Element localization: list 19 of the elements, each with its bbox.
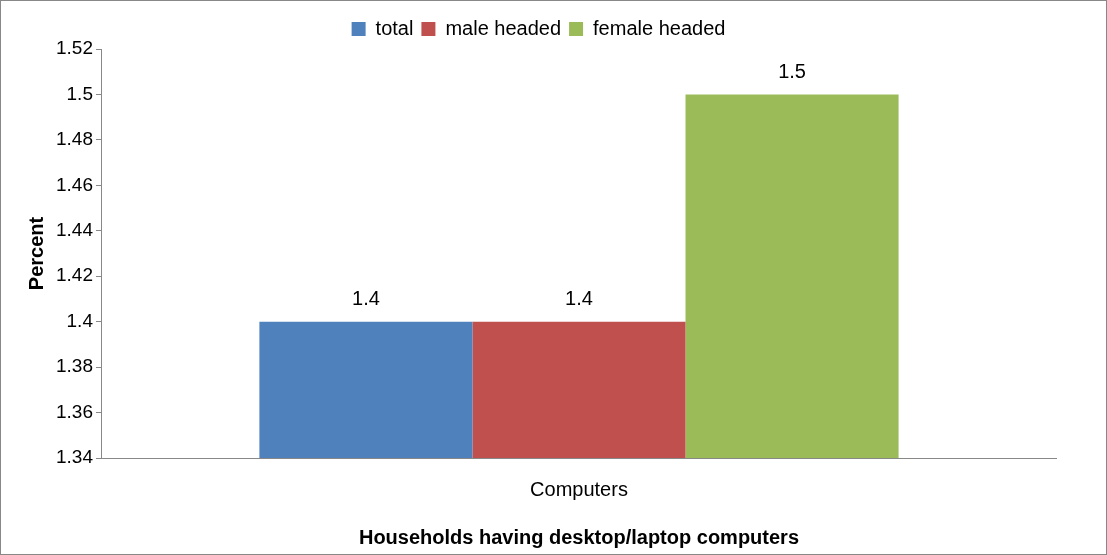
- y-tick-label: 1.46: [56, 173, 93, 195]
- y-tick-label: 1.42: [56, 264, 93, 286]
- y-tick-label: 1.44: [56, 219, 94, 241]
- y-tick-label: 1.52: [56, 37, 93, 59]
- y-tick-label: 1.5: [66, 82, 93, 104]
- y-tick-label: 1.34: [56, 446, 94, 468]
- data-label: 1.4: [565, 287, 593, 310]
- y-tick-label: 1.38: [56, 355, 93, 377]
- y-tick-label: 1.48: [56, 128, 93, 150]
- legend-label: total: [375, 16, 414, 39]
- legend-label: male headed: [445, 16, 562, 39]
- data-label: 1.5: [778, 59, 806, 82]
- y-tick-label: 1.36: [56, 400, 93, 422]
- y-axis-title: Percent: [24, 216, 47, 291]
- y-tick-label: 1.4: [66, 309, 94, 331]
- legend-label: female headed: [593, 16, 726, 39]
- x-tick-label: Computers: [530, 477, 628, 500]
- x-axis-title: Households having desktop/laptop computers: [358, 525, 800, 548]
- data-label: 1.4: [352, 287, 380, 310]
